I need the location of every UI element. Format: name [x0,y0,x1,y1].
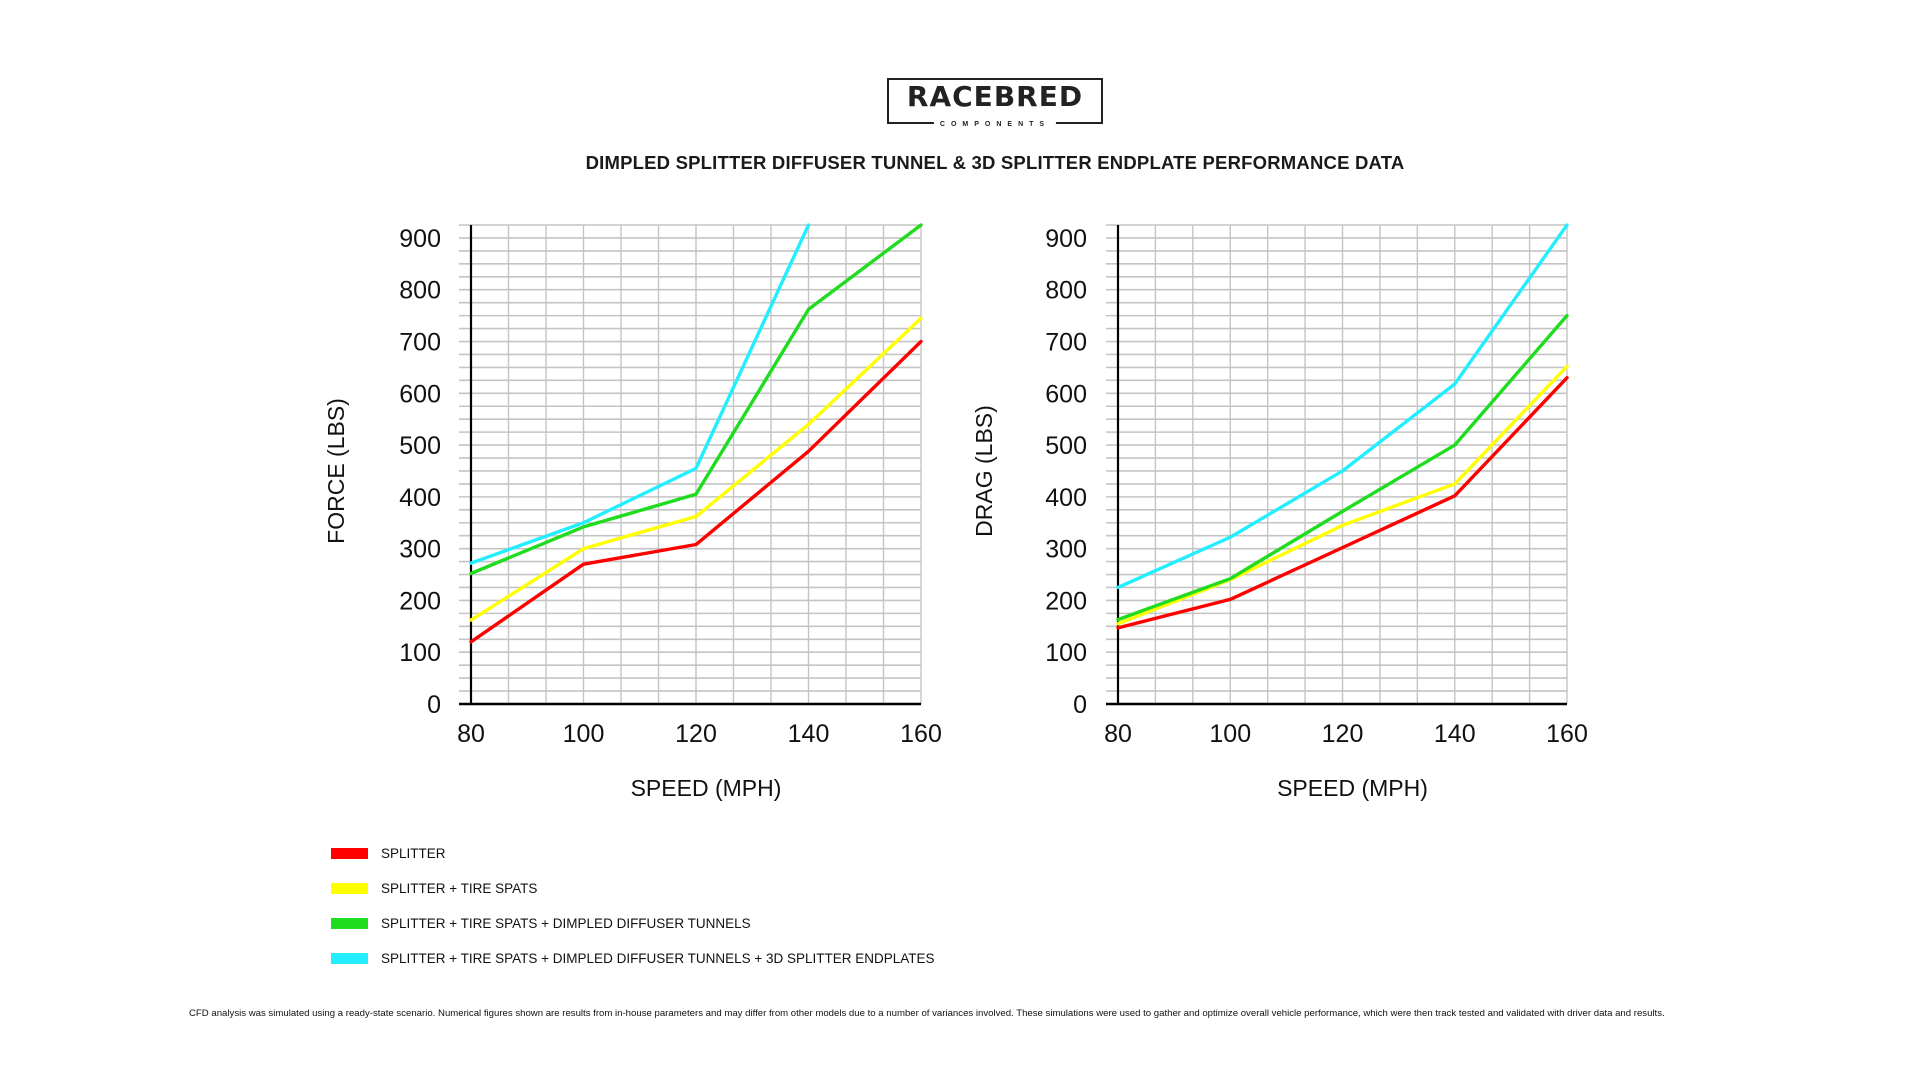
y-tick-label: 0 [1073,691,1087,719]
y-tick-label: 300 [399,536,441,564]
x-tick-label: 80 [457,720,485,748]
y-tick-label: 700 [399,329,441,357]
legend-item-endplates: SPLITTER + TIRE SPATS + DIMPLED DIFFUSER… [331,941,935,976]
y-tick-label: 800 [399,277,441,305]
y-tick-label: 600 [399,380,441,408]
y-tick-label: 400 [399,484,441,512]
legend-swatch [331,953,368,964]
y-axis-title: DRAG (LBS) [971,405,997,537]
x-tick-label: 100 [1209,720,1251,748]
x-tick-label: 140 [788,720,830,748]
y-tick-label: 600 [1045,380,1087,408]
logo-name: RACEBRED [906,80,1084,113]
x-axis-title: SPEED (MPH) [631,775,782,801]
series-splitter-line [469,339,923,644]
x-tick-label: 80 [1104,720,1132,748]
x-tick-label: 160 [1546,720,1588,748]
series-endplates-line [469,223,811,565]
x-tick-label: 160 [900,720,942,748]
y-tick-label: 200 [1045,587,1087,615]
y-tick-label: 0 [427,691,441,719]
x-axis-title: SPEED (MPH) [1277,775,1428,801]
logo-subtitle: COMPONENTS [933,121,1057,128]
legend-swatch [331,883,368,894]
y-tick-label: 500 [399,432,441,460]
series-tire-spats-line [1116,364,1569,626]
y-tick-label: 300 [1045,536,1087,564]
y-axis-title: FORCE (LBS) [323,398,349,544]
legend: SPLITTER SPLITTER + TIRE SPATS SPLITTER … [331,836,935,976]
y-tick-label: 500 [1045,432,1087,460]
series-splitter-line [1116,376,1569,630]
legend-swatch [331,918,368,929]
y-tick-label: 900 [1045,225,1087,253]
racebred-logo: RACEBRED COMPONENTS [887,78,1103,128]
x-tick-label: 100 [563,720,605,748]
legend-label: SPLITTER [381,846,446,861]
legend-label: SPLITTER + TIRE SPATS + DIMPLED DIFFUSER… [381,916,751,931]
y-tick-label: 900 [399,225,441,253]
footnote: CFD analysis was simulated using a ready… [189,1008,1665,1019]
legend-swatch [331,848,368,859]
series-tire-spats-line [469,316,923,622]
series-diffuser-tunnels-line [469,223,923,576]
y-tick-label: 100 [399,639,441,667]
x-tick-label: 120 [675,720,717,748]
legend-item-diffuser-tunnels: SPLITTER + TIRE SPATS + DIMPLED DIFFUSER… [331,906,935,941]
x-tick-label: 120 [1322,720,1364,748]
legend-item-tire-spats: SPLITTER + TIRE SPATS [331,871,935,906]
y-tick-label: 800 [1045,277,1087,305]
y-tick-label: 400 [1045,484,1087,512]
series-endplates-line [1116,223,1569,590]
y-tick-label: 700 [1045,329,1087,357]
chart-page-title: DIMPLED SPLITTER DIFFUSER TUNNEL & 3D SP… [585,152,1405,173]
y-tick-label: 200 [399,587,441,615]
legend-label: SPLITTER + TIRE SPATS + DIMPLED DIFFUSER… [381,951,935,966]
legend-label: SPLITTER + TIRE SPATS [381,881,538,896]
x-tick-label: 140 [1434,720,1476,748]
y-tick-label: 100 [1045,639,1087,667]
series-diffuser-tunnels-line [1116,313,1569,622]
legend-item-splitter: SPLITTER [331,836,935,871]
